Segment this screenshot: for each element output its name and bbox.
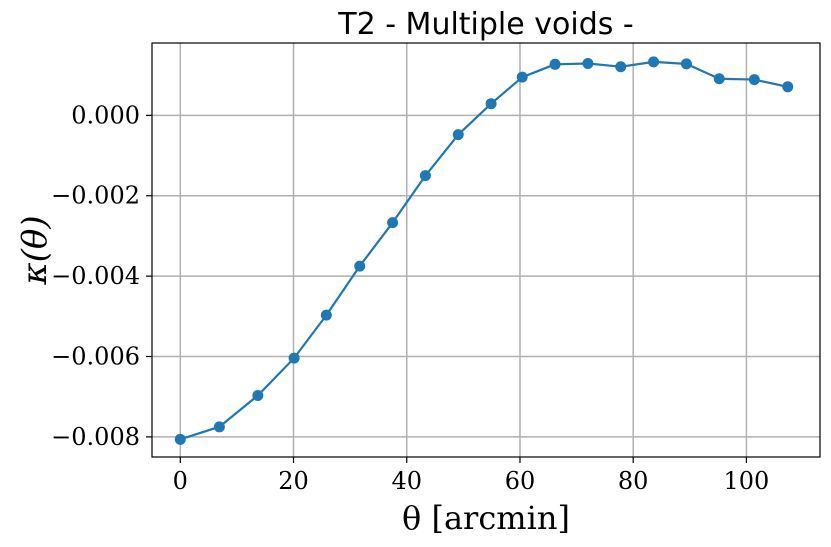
y-tick-label: −0.002: [51, 182, 140, 210]
data-point: [354, 260, 366, 272]
data-point: [748, 74, 760, 86]
x-ticks: 0 20 40 60 80 100: [173, 457, 770, 495]
data-point: [648, 56, 660, 68]
data-point: [213, 421, 225, 433]
x-tick-label: 100: [724, 467, 770, 495]
data-point: [174, 433, 186, 445]
x-tick-label: 0: [173, 467, 188, 495]
data-point: [680, 58, 692, 70]
grid: [152, 43, 820, 457]
data-point: [549, 58, 561, 70]
x-tick-label: 40: [391, 467, 422, 495]
data-point: [782, 81, 794, 93]
y-tick-label: −0.006: [51, 343, 140, 371]
x-tick-label: 60: [505, 467, 536, 495]
data-point: [485, 98, 497, 110]
y-ticks: −0.008 −0.006 −0.004 −0.002 0.000: [51, 101, 152, 451]
data-point: [615, 61, 627, 73]
y-tick-label: −0.004: [51, 262, 140, 290]
axes-frame: [151, 42, 821, 458]
data-point: [516, 71, 528, 83]
x-tick-label: 80: [618, 467, 649, 495]
y-tick-label: 0.000: [71, 101, 140, 129]
data-point: [252, 390, 264, 402]
plot-area: [174, 56, 794, 445]
y-tick-label: −0.008: [51, 423, 140, 451]
chart-title: T2 - Multiple voids -: [337, 7, 634, 42]
series-line: [179, 60, 788, 441]
data-point: [419, 170, 431, 182]
x-tick-label: 20: [278, 467, 309, 495]
data-point: [582, 57, 594, 69]
y-axis-label: κ(θ): [15, 215, 55, 285]
data-point: [713, 73, 725, 85]
data-point: [387, 217, 399, 229]
data-point: [320, 309, 332, 321]
x-axis-label: θ [arcmin]: [402, 499, 570, 537]
data-point: [288, 352, 300, 364]
data-point: [452, 129, 464, 141]
